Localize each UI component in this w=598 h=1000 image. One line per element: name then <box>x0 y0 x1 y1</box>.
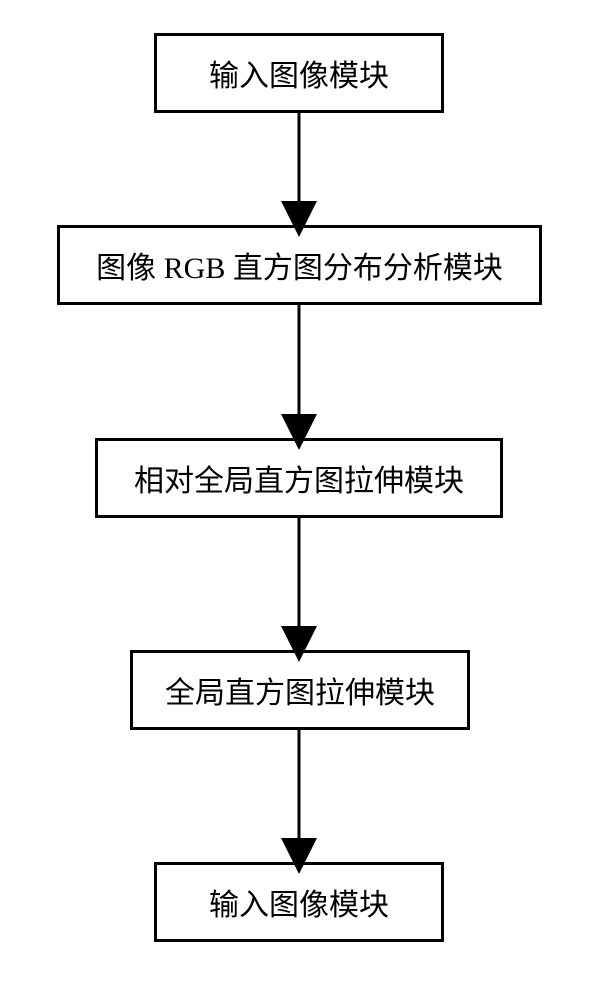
flow-edge-4-5 <box>0 0 598 1000</box>
flowchart-canvas: 输入图像模块 图像 RGB 直方图分布分析模块 相对全局直方图拉伸模块 全局直方… <box>0 0 598 1000</box>
